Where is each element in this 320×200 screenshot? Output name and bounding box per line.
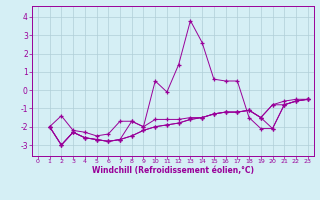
X-axis label: Windchill (Refroidissement éolien,°C): Windchill (Refroidissement éolien,°C)	[92, 166, 254, 175]
